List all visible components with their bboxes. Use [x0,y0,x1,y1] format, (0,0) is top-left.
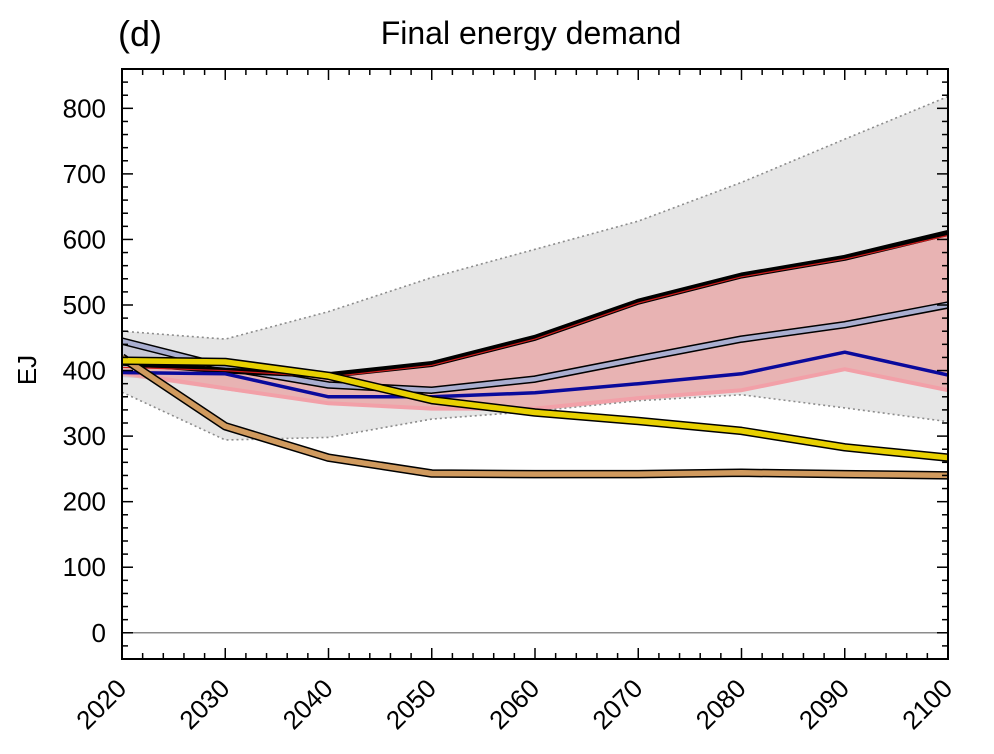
series-2-line [122,229,948,379]
x-tick-label: 2050 [380,673,442,735]
x-tick-label: 2060 [483,673,545,735]
chart-title: Final energy demand [381,15,682,51]
plot-frame [121,68,949,660]
x-tick-label: 2030 [173,673,235,735]
y-tick-labels: 0 100 200 300 400 500 600 700 800 [63,93,106,647]
band-0-upper-edge [122,95,948,340]
data-series [122,229,948,480]
y-tick-label: 200 [63,487,106,517]
series-5-line [122,355,948,479]
y-tick-label: 600 [63,224,106,254]
x-tick-label: 2040 [277,673,339,735]
y-tick-label: 700 [63,159,106,189]
x-tick-label: 2080 [690,673,752,735]
y-tick-label: 300 [63,421,106,451]
x-tick-label: 2090 [793,673,855,735]
x-tick-labels: 2020 2030 2040 2050 2060 2070 2080 2090 2100 [70,673,958,735]
uncertainty-bands [122,95,948,441]
y-tick-label: 400 [63,356,106,386]
x-tick-label: 2020 [70,673,132,735]
y-tick-label: 500 [63,290,106,320]
series-6-line [122,357,948,461]
series-4-line [122,350,948,399]
y-tick-label: 0 [92,618,106,648]
y-tick-label: 800 [63,93,106,123]
x-tick-label: 2100 [896,673,958,735]
y-tick-label: 100 [63,552,106,582]
series-3-line [122,234,948,378]
y-axis-label: EJ [12,355,42,385]
x-tick-label: 2070 [586,673,648,735]
panel-label: (d) [118,13,162,54]
